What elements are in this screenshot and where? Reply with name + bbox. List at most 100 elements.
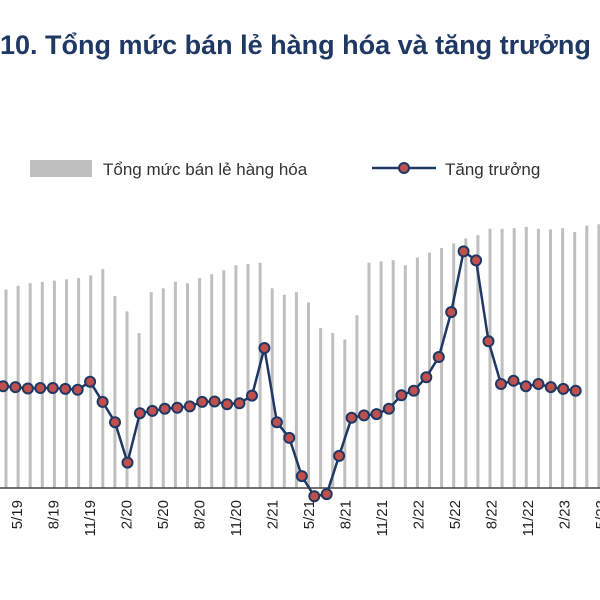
bar bbox=[210, 274, 214, 488]
bar bbox=[222, 270, 226, 488]
growth-point bbox=[221, 398, 234, 411]
bar bbox=[307, 302, 310, 488]
legend-line-marker bbox=[398, 162, 410, 174]
growth-point bbox=[382, 402, 395, 415]
growth-point bbox=[407, 384, 420, 397]
bar bbox=[294, 292, 298, 488]
bar bbox=[234, 265, 238, 488]
x-tick-label: 5/22 bbox=[447, 500, 464, 529]
bar bbox=[464, 238, 468, 488]
bar bbox=[379, 261, 383, 488]
x-tick-label: 8/20 bbox=[191, 500, 208, 529]
growth-point bbox=[71, 383, 84, 396]
bar bbox=[331, 333, 335, 488]
x-tick-label: 11/22 bbox=[520, 500, 537, 536]
bar bbox=[101, 269, 105, 488]
bar bbox=[149, 292, 153, 488]
growth-point bbox=[233, 397, 246, 410]
growth-point bbox=[109, 416, 121, 429]
bar bbox=[561, 228, 565, 488]
bar bbox=[476, 235, 480, 488]
growth-point bbox=[295, 470, 308, 483]
growth-point bbox=[345, 411, 358, 424]
bar bbox=[173, 281, 177, 488]
bar bbox=[77, 278, 81, 488]
growth-point bbox=[121, 456, 134, 469]
legend: Tổng mức bán lẻ hàng hóa Tăng trưởng bbox=[30, 160, 540, 179]
bar bbox=[198, 278, 202, 488]
legend-line-label: Tăng trưởng bbox=[445, 160, 540, 179]
x-tick-label: 5/23 bbox=[593, 500, 600, 529]
growth-point bbox=[158, 402, 171, 415]
growth-point bbox=[59, 382, 72, 395]
bar bbox=[524, 226, 528, 488]
bar bbox=[440, 248, 444, 488]
x-tick-label: 8/22 bbox=[483, 500, 500, 529]
growth-point bbox=[370, 408, 383, 421]
bar bbox=[343, 339, 347, 488]
growth-point bbox=[358, 409, 370, 422]
growth-point bbox=[21, 382, 34, 395]
legend-bar-swatch bbox=[30, 160, 92, 177]
growth-point bbox=[146, 404, 159, 417]
growth-point bbox=[445, 306, 458, 319]
bar bbox=[125, 311, 129, 488]
bar bbox=[367, 262, 371, 488]
x-tick-label: 2/23 bbox=[556, 500, 573, 529]
growth-point bbox=[84, 375, 97, 388]
bar bbox=[597, 224, 600, 489]
x-tick-label: 5/19 bbox=[9, 500, 26, 529]
x-tick-label: 8/21 bbox=[337, 500, 354, 529]
growth-point bbox=[432, 351, 445, 363]
x-tick-label: 2/22 bbox=[410, 500, 427, 529]
x-tick-label: 8/19 bbox=[45, 500, 62, 529]
x-tick-label: 11/19 bbox=[82, 500, 99, 536]
bar bbox=[391, 260, 395, 488]
growth-point bbox=[507, 374, 520, 387]
growth-point bbox=[308, 490, 321, 503]
x-tick-label: 5/20 bbox=[155, 500, 172, 529]
bar bbox=[355, 315, 359, 488]
chart-title: 10. Tổng mức bán lẻ hàng hóa và tăng trư… bbox=[0, 30, 591, 60]
line-series bbox=[0, 245, 582, 503]
growth-point bbox=[196, 395, 209, 408]
bar bbox=[549, 229, 552, 488]
bar-series bbox=[4, 224, 600, 489]
growth-point bbox=[470, 254, 483, 267]
bar bbox=[536, 228, 540, 489]
bar bbox=[161, 288, 165, 488]
bar bbox=[246, 264, 250, 488]
growth-point bbox=[258, 342, 271, 354]
legend-bar-label: Tổng mức bán lẻ hàng hóa bbox=[103, 160, 308, 179]
growth-point bbox=[482, 335, 495, 348]
bar bbox=[488, 228, 492, 489]
growth-point bbox=[495, 378, 507, 390]
growth-point bbox=[557, 382, 570, 395]
growth-point bbox=[171, 401, 184, 414]
growth-point bbox=[183, 400, 196, 413]
x-tick-label: 2/20 bbox=[118, 500, 135, 529]
bar bbox=[452, 243, 456, 488]
bar bbox=[113, 296, 117, 488]
growth-point bbox=[208, 395, 221, 408]
growth-point bbox=[96, 395, 109, 408]
growth-point bbox=[457, 245, 470, 258]
growth-point bbox=[283, 431, 296, 444]
growth-point bbox=[333, 449, 346, 462]
growth-point bbox=[395, 389, 408, 402]
growth-point bbox=[544, 381, 557, 394]
bar bbox=[403, 265, 407, 488]
growth-point bbox=[133, 407, 146, 420]
bar bbox=[500, 228, 504, 489]
bar bbox=[186, 283, 189, 488]
growth-point bbox=[320, 488, 333, 501]
growth-point bbox=[569, 384, 582, 397]
x-tick-label: 2/21 bbox=[264, 500, 281, 529]
growth-point bbox=[246, 389, 258, 402]
growth-point bbox=[519, 380, 532, 393]
growth-point bbox=[9, 381, 22, 394]
bar bbox=[512, 228, 516, 488]
x-tick-labels: 5/19 8/19 11/19 2/20 5/20 8/20 11/20 2/21 5/21 8/… bbox=[9, 500, 600, 536]
bar bbox=[319, 328, 323, 488]
